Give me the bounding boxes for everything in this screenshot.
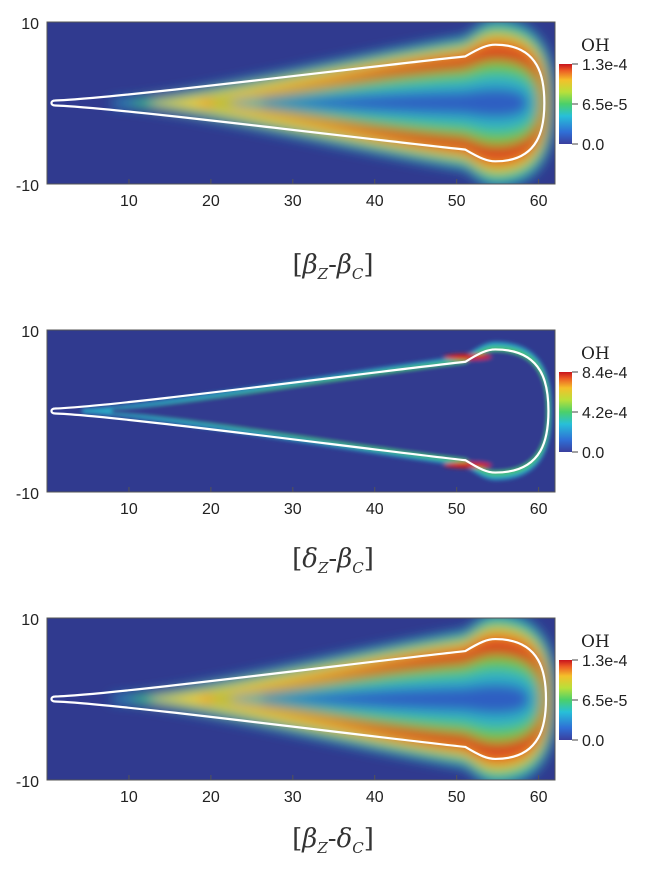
colorbar-title: OH: [581, 344, 610, 364]
x-tick-label: 60: [530, 193, 548, 210]
panel-3: 10 20 30 40 50 60 10 -10 OH 1.3e-4 6.5e-5 0.0 [βZ-δ…: [0, 596, 666, 871]
x-tick-label: 40: [366, 789, 384, 806]
y-tick-label: 10: [21, 16, 39, 33]
x-tick-label: 30: [284, 789, 302, 806]
x-tick-label: 50: [448, 193, 466, 210]
heatmap-plot-3: 10 20 30 40 50 60 10 -10 OH1.3e-4 6.5e-5 0.0: [16, 612, 628, 806]
y-tick-label: -10: [16, 486, 39, 503]
flame-contour: [50, 637, 548, 761]
plot-frame: [46, 21, 556, 185]
x-tick-label: 50: [448, 789, 466, 806]
flame-contour: [50, 43, 546, 163]
colorbar-tick-label: 4.2e-4: [582, 405, 627, 422]
caption-1: [βZ-βC]: [292, 250, 374, 283]
x-tick-label: 10: [120, 789, 138, 806]
x-tick-label: 40: [366, 193, 384, 210]
y-tick-label: 10: [21, 324, 39, 341]
colorbar-tick-label: 8.4e-4: [582, 365, 627, 382]
colorbar-tick-label: 0.0: [582, 445, 604, 462]
y-tick-label: -10: [16, 178, 39, 195]
oh-field: [81, 342, 552, 480]
x-tick-label: 20: [202, 501, 220, 518]
y-tick-label: 10: [21, 612, 39, 629]
colorbar: [559, 372, 572, 452]
x-tick-label: 40: [366, 501, 384, 518]
colorbar: [559, 64, 572, 144]
colorbar-tick-label: 1.3e-4: [582, 57, 627, 74]
colorbar-title: OH: [581, 632, 610, 652]
colorbar-tick-label: 6.5e-5: [582, 97, 627, 114]
colorbar-tick-label: 0.0: [582, 137, 604, 154]
x-tick-label: 30: [284, 193, 302, 210]
x-tick-label: 50: [448, 501, 466, 518]
oh-field: [111, 22, 555, 184]
colorbar-tick-label: 0.0: [582, 733, 604, 750]
colorbar: [559, 660, 572, 740]
x-tick-label: 60: [530, 501, 548, 518]
heatmap-plot-1: 10 20 30 40 50 60 10 -10 OH1.3e-4 6.5e-5 0.0: [16, 16, 628, 210]
x-tick-label: 30: [284, 501, 302, 518]
x-tick-label: 10: [120, 501, 138, 518]
x-tick-label: 60: [530, 789, 548, 806]
colorbar-tick-label: 1.3e-4: [582, 653, 627, 670]
x-tick-label: 20: [202, 193, 220, 210]
heatmap-plot-2: 10 20 30 40 50 60 10 -10 OH8.4e-4 4.2e-4 0.0: [16, 324, 628, 518]
x-tick-label: 20: [202, 789, 220, 806]
x-tick-label: 10: [120, 193, 138, 210]
y-tick-label: -10: [16, 774, 39, 791]
caption-2: [δZ-βC]: [292, 544, 374, 577]
panel-2: 10 20 30 40 50 60 10 -10 OH 8.4e-4 4.2e-4 0.0 [δZ-β…: [0, 308, 666, 598]
flame-contour: [50, 348, 550, 474]
colorbar-tick-label: 6.5e-5: [582, 693, 627, 710]
plot-frame: [46, 617, 556, 781]
plot-frame: [46, 329, 556, 493]
colorbar-title: OH: [581, 36, 610, 56]
panel-1: 10 20 30 40 50 60 10 -10 OH 1.3e-4 6.5e-5 0.0 [βZ-β…: [0, 0, 666, 290]
caption-3: [βZ-δC]: [292, 824, 374, 857]
oh-field: [111, 618, 555, 780]
